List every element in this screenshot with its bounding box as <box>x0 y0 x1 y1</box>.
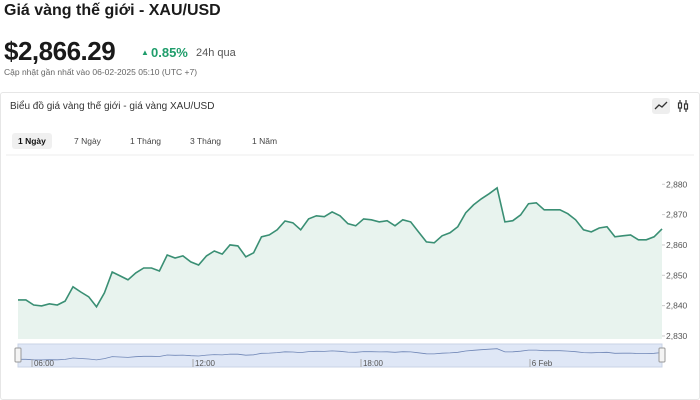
navigator-label: 06:00 <box>34 359 55 368</box>
navigator-label: 18:00 <box>363 359 384 368</box>
change-period: 24h qua <box>196 47 236 59</box>
updated-time: Cập nhật gần nhất vào 06-02-2025 05:10 (… <box>4 67 198 77</box>
price: $2,866.29 <box>4 36 116 66</box>
tab[interactable]: 3 Tháng <box>190 136 222 146</box>
candle-icon[interactable] <box>677 100 689 112</box>
card-title: Biểu đồ giá vàng thế giới - giá vàng XAU… <box>10 101 215 112</box>
navigator-line <box>18 348 663 361</box>
navigator <box>17 343 663 368</box>
tab[interactable]: 1 Ngày <box>12 133 52 149</box>
tab[interactable]: 1 Năm <box>252 136 278 146</box>
tab[interactable]: 7 Ngày <box>74 136 101 146</box>
line <box>18 186 663 309</box>
up-arrow: ▲ <box>141 48 149 57</box>
chart-tools[interactable] <box>652 98 692 114</box>
y-tick-label: 2,870 <box>666 210 688 220</box>
y-tick-label: 2,830 <box>666 331 688 341</box>
y-tick-label: 2,840 <box>666 301 688 311</box>
price-change: 0.85% <box>151 45 188 60</box>
line-icon[interactable] <box>654 101 668 110</box>
navigator-label: 6 Feb <box>532 359 553 368</box>
y-tick-label: 2,860 <box>666 240 688 250</box>
navigator-label: 12:00 <box>195 359 216 368</box>
page-title: Giá vàng thế giới - XAU/USD <box>4 2 221 19</box>
tab[interactable]: 1 Tháng <box>130 136 162 146</box>
navigator-handle <box>658 347 666 363</box>
y-tick-label: 2,880 <box>666 179 688 189</box>
navigator-handle <box>14 347 22 363</box>
y-tick-label: 2,850 <box>666 270 688 280</box>
area <box>18 187 662 339</box>
